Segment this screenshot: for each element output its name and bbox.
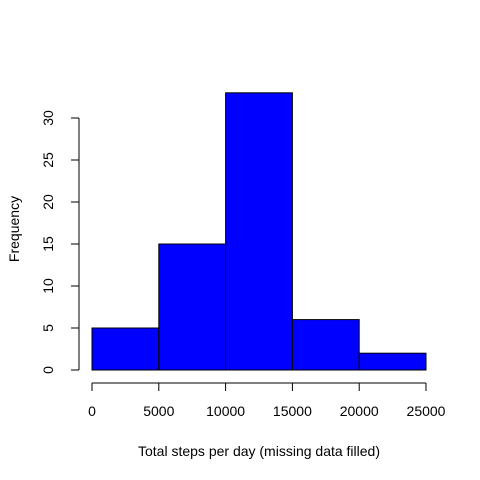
bars-group bbox=[91, 92, 427, 371]
histogram-bar-0 bbox=[91, 327, 160, 371]
histogram-bar-1 bbox=[158, 243, 227, 371]
x-axis-label: Total steps per day (missing data filled… bbox=[138, 443, 380, 459]
y-tick-label-1: 5 bbox=[40, 324, 56, 332]
y-tick-label-2: 10 bbox=[40, 278, 56, 294]
y-tick-label-4: 20 bbox=[40, 194, 56, 210]
histogram-bar-4 bbox=[358, 352, 427, 371]
histogram-bar-2 bbox=[225, 92, 293, 371]
x-tick-label-0: 0 bbox=[88, 403, 96, 419]
y-tick-label-3: 15 bbox=[40, 236, 56, 252]
y-tick-label-0: 0 bbox=[40, 366, 56, 374]
histogram-bar-3 bbox=[291, 319, 360, 371]
x-tick-label-5: 25000 bbox=[407, 403, 446, 419]
x-tick-label-3: 15000 bbox=[273, 403, 312, 419]
x-tick-label-1: 5000 bbox=[143, 403, 174, 419]
x-tick-label-4: 20000 bbox=[340, 403, 379, 419]
y-axis-label: Frequency bbox=[6, 196, 22, 262]
y-tick-label-6: 30 bbox=[40, 110, 56, 126]
y-tick-label-5: 25 bbox=[40, 152, 56, 168]
y-axis: 0 5 10 15 20 25 30 bbox=[40, 110, 80, 374]
x-axis: 0 5000 10000 15000 20000 25000 bbox=[88, 382, 446, 419]
x-tick-label-2: 10000 bbox=[206, 403, 245, 419]
